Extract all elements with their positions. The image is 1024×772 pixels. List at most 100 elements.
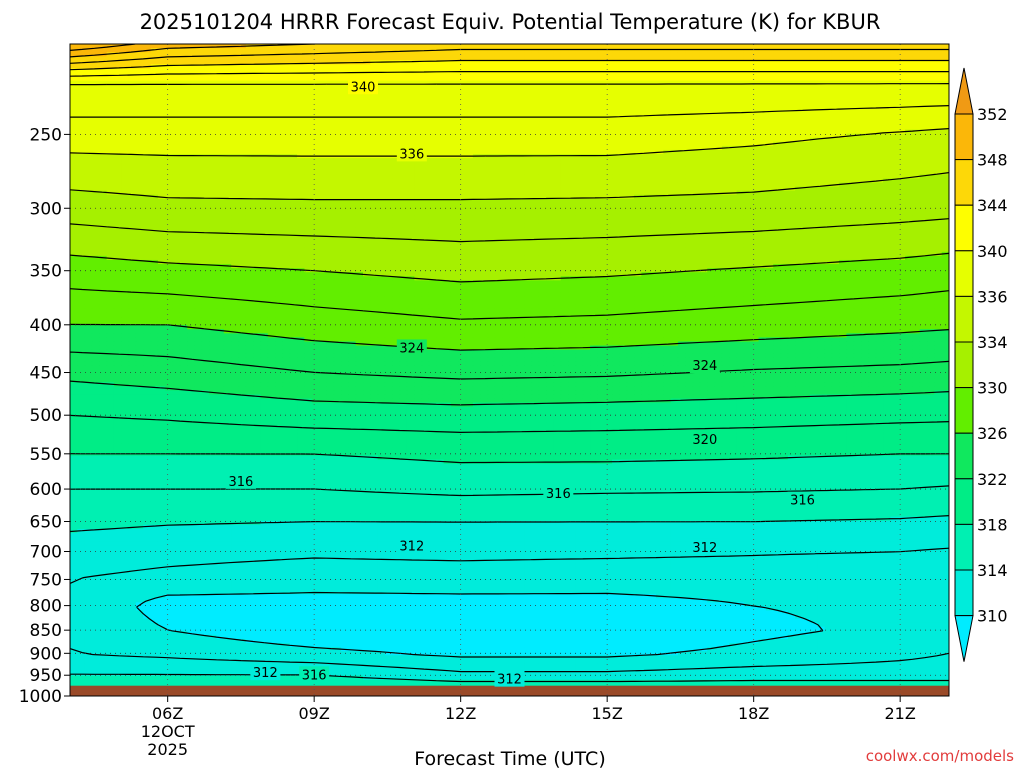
field-cell [370,97,378,102]
field-cell [92,211,100,216]
field-cell [173,162,181,167]
field-cell [942,191,950,196]
field-cell [568,199,576,204]
field-cell [231,199,239,204]
field-cell [839,93,847,98]
field-cell [912,73,920,78]
field-cell [282,138,290,143]
field-cell [458,48,466,53]
field-cell [378,150,386,155]
field-cell [209,199,217,204]
field-cell [143,60,151,65]
field-cell [634,146,642,151]
field-cell [700,174,708,179]
field-cell [129,158,137,163]
field-cell [641,44,649,49]
field-cell [466,89,474,94]
field-cell [202,117,210,122]
field-cell [370,203,378,208]
field-cell [744,138,752,143]
field-cell [773,73,781,78]
field-cell [788,117,796,122]
field-cell [458,126,466,131]
field-cell [627,85,635,90]
field-cell [605,178,613,183]
field-cell [832,142,840,147]
field-cell [326,101,334,106]
field-cell [575,170,583,175]
field-cell [253,146,261,151]
field-cell [165,162,173,167]
field-cell [151,126,159,131]
field-cell [934,174,942,179]
field-cell [275,64,283,69]
field-cell [231,68,239,73]
field-cell [312,56,320,61]
field-cell [436,56,444,61]
field-cell [846,178,854,183]
field-cell [641,166,649,171]
field-cell [890,162,898,167]
field-cell [136,117,144,122]
field-cell [268,150,276,155]
field-cell [136,85,144,90]
field-cell [217,203,225,208]
field-cell [605,146,613,151]
field-cell [180,183,188,188]
field-cell [246,126,254,131]
field-cell [795,121,803,126]
field-cell [422,166,430,171]
field-cell [568,73,576,78]
field-cell [795,158,803,163]
field-cell [597,77,605,82]
field-cell [700,166,708,171]
field-cell [326,146,334,151]
field-cell [810,121,818,126]
field-cell [539,101,547,106]
field-cell [495,183,503,188]
field-cell [539,183,547,188]
field-cell [238,130,246,135]
field-cell [187,195,195,200]
field-cell [810,101,818,106]
field-cell [209,170,217,175]
field-cell [173,150,181,155]
field-cell [114,162,122,167]
field-cell [246,77,254,82]
field-cell [773,195,781,200]
field-cell [920,44,928,49]
field-cell [312,126,320,131]
field-cell [539,117,547,122]
field-cell [246,89,254,94]
field-cell [759,162,767,167]
field-cell [597,166,605,171]
field-cell [605,207,613,212]
field-cell [795,126,803,131]
field-cell [502,52,510,57]
field-cell [356,178,364,183]
field-cell [854,121,862,126]
field-cell [180,162,188,167]
field-cell [451,77,459,82]
field-cell [400,170,408,175]
field-cell [348,44,356,49]
field-cell [839,48,847,53]
field-cell [531,199,539,204]
field-cell [517,203,525,208]
field-cell [656,44,664,49]
field-cell [876,126,884,131]
field-cell [759,52,767,57]
field-cell [575,142,583,147]
field-cell [539,44,547,49]
field-cell [656,207,664,212]
field-cell [788,158,796,163]
field-cell [246,85,254,90]
field-cell [729,142,737,147]
field-cell [436,97,444,102]
field-cell [466,64,474,69]
field-cell [444,68,452,73]
field-cell [99,73,107,78]
field-cell [282,126,290,131]
field-cell [502,142,510,147]
field-cell [927,195,935,200]
